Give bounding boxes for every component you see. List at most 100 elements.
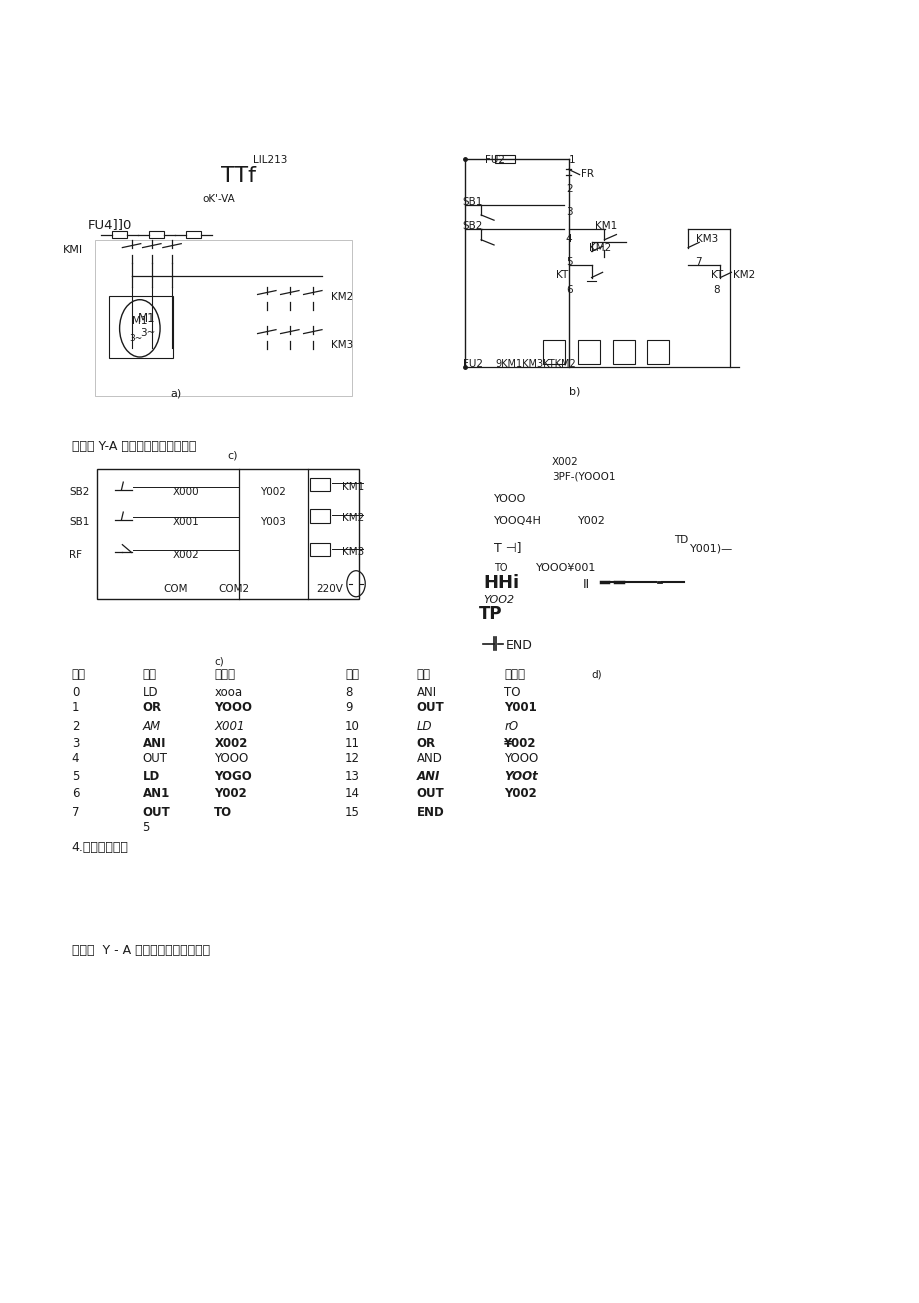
Text: END: END xyxy=(416,805,444,818)
Text: 电动机  Y - A 降压起动自动控制电路: 电动机 Y - A 降压起动自动控制电路 xyxy=(72,943,210,956)
Text: 13: 13 xyxy=(345,770,359,783)
Text: FU4]]0: FU4]]0 xyxy=(87,218,131,231)
Text: T ⊣]: T ⊣] xyxy=(494,541,521,554)
Text: KT: KT xyxy=(710,270,722,280)
Text: OUT: OUT xyxy=(416,787,444,800)
Text: YOO2: YOO2 xyxy=(482,595,514,606)
Bar xyxy=(186,231,200,238)
Text: ¥002: ¥002 xyxy=(504,736,536,749)
Text: 5: 5 xyxy=(142,821,150,834)
Text: KM2: KM2 xyxy=(588,244,610,254)
Text: TO: TO xyxy=(504,685,520,698)
Text: M1: M1 xyxy=(131,317,147,327)
Text: YOOt: YOOt xyxy=(504,770,538,783)
Text: 11: 11 xyxy=(345,736,359,749)
Text: KM2: KM2 xyxy=(331,292,353,302)
Text: 器件号: 器件号 xyxy=(504,667,525,680)
Text: X001: X001 xyxy=(173,517,199,528)
Text: oK'-VA: oK'-VA xyxy=(202,194,235,205)
Bar xyxy=(577,340,599,364)
Text: 6: 6 xyxy=(565,285,572,296)
Text: COM: COM xyxy=(164,584,188,594)
Text: 9KM1KM3KTKM2: 9KM1KM3KTKM2 xyxy=(494,360,575,370)
Bar xyxy=(310,509,330,523)
Text: 步序: 步序 xyxy=(72,667,85,680)
Text: FU2: FU2 xyxy=(462,360,482,370)
Text: OUT: OUT xyxy=(416,701,444,714)
Text: HHi: HHi xyxy=(482,573,518,592)
Text: TO: TO xyxy=(214,805,233,818)
Text: KM3: KM3 xyxy=(695,235,717,245)
Text: KMI: KMI xyxy=(62,245,83,255)
Bar xyxy=(310,478,330,491)
Bar xyxy=(494,155,515,163)
Bar xyxy=(149,231,164,238)
Text: 指令: 指令 xyxy=(416,667,430,680)
Text: YOOO¥001: YOOO¥001 xyxy=(536,563,596,573)
Text: 8: 8 xyxy=(712,285,719,296)
Text: OUT: OUT xyxy=(142,752,167,765)
Text: 步序: 步序 xyxy=(345,667,358,680)
Text: 器件号: 器件号 xyxy=(214,667,235,680)
Text: FR: FR xyxy=(581,169,594,180)
Text: COM2: COM2 xyxy=(218,584,249,594)
Text: OR: OR xyxy=(142,701,162,714)
Text: Y002: Y002 xyxy=(577,516,605,526)
Text: 14: 14 xyxy=(345,787,359,800)
Text: TD: TD xyxy=(674,536,687,546)
Text: 5: 5 xyxy=(72,770,79,783)
Text: ANI: ANI xyxy=(142,736,166,749)
Text: 1: 1 xyxy=(72,701,79,714)
Text: KM2: KM2 xyxy=(342,513,364,524)
Text: xooa: xooa xyxy=(214,685,243,698)
Text: 7: 7 xyxy=(72,805,79,818)
Text: 指令: 指令 xyxy=(142,667,156,680)
Text: 8: 8 xyxy=(345,685,352,698)
Text: X000: X000 xyxy=(173,487,199,498)
Text: 电动机 Y-A 降压起动自动控制电路: 电动机 Y-A 降压起动自动控制电路 xyxy=(72,439,196,452)
Text: d): d) xyxy=(591,670,602,680)
Text: 0: 0 xyxy=(72,685,79,698)
Text: SB2: SB2 xyxy=(69,487,89,498)
Text: Y003: Y003 xyxy=(260,517,286,528)
Text: RF: RF xyxy=(69,550,82,560)
Text: 3~: 3~ xyxy=(130,335,142,344)
Text: 3: 3 xyxy=(565,207,572,218)
Text: 10: 10 xyxy=(345,719,359,732)
Text: YOOQ4H: YOOQ4H xyxy=(494,516,541,526)
Text: TO: TO xyxy=(494,563,507,573)
Text: X002: X002 xyxy=(173,550,199,560)
Bar xyxy=(108,296,173,358)
Text: LIL213: LIL213 xyxy=(253,155,287,165)
Text: 4: 4 xyxy=(565,235,572,245)
Text: YOOO: YOOO xyxy=(494,494,526,504)
Text: AM: AM xyxy=(142,719,161,732)
Bar xyxy=(612,340,634,364)
Text: 3~: 3~ xyxy=(140,328,155,339)
Text: KT: KT xyxy=(555,270,567,280)
Bar xyxy=(96,469,358,599)
Text: ANI: ANI xyxy=(416,685,437,698)
Text: X001: X001 xyxy=(214,719,244,732)
Bar xyxy=(310,543,330,556)
Text: 2: 2 xyxy=(565,184,572,194)
Bar xyxy=(112,231,127,238)
Text: KM1: KM1 xyxy=(595,222,617,232)
Text: X002: X002 xyxy=(214,736,247,749)
Text: KM3: KM3 xyxy=(331,340,353,351)
Text: AND: AND xyxy=(416,752,442,765)
Text: KM3: KM3 xyxy=(342,547,364,558)
Text: Y001: Y001 xyxy=(504,701,537,714)
Bar xyxy=(646,340,668,364)
Text: c): c) xyxy=(214,657,224,667)
Text: KM2: KM2 xyxy=(732,270,754,280)
Text: SB1: SB1 xyxy=(69,517,89,528)
Text: TTf: TTf xyxy=(221,167,255,186)
Text: LD: LD xyxy=(142,685,158,698)
Text: rO: rO xyxy=(504,719,517,732)
Bar xyxy=(95,240,352,396)
Text: LD: LD xyxy=(416,719,432,732)
Text: 5: 5 xyxy=(565,257,572,267)
Text: b): b) xyxy=(568,387,579,397)
Text: 220V: 220V xyxy=(316,584,343,594)
